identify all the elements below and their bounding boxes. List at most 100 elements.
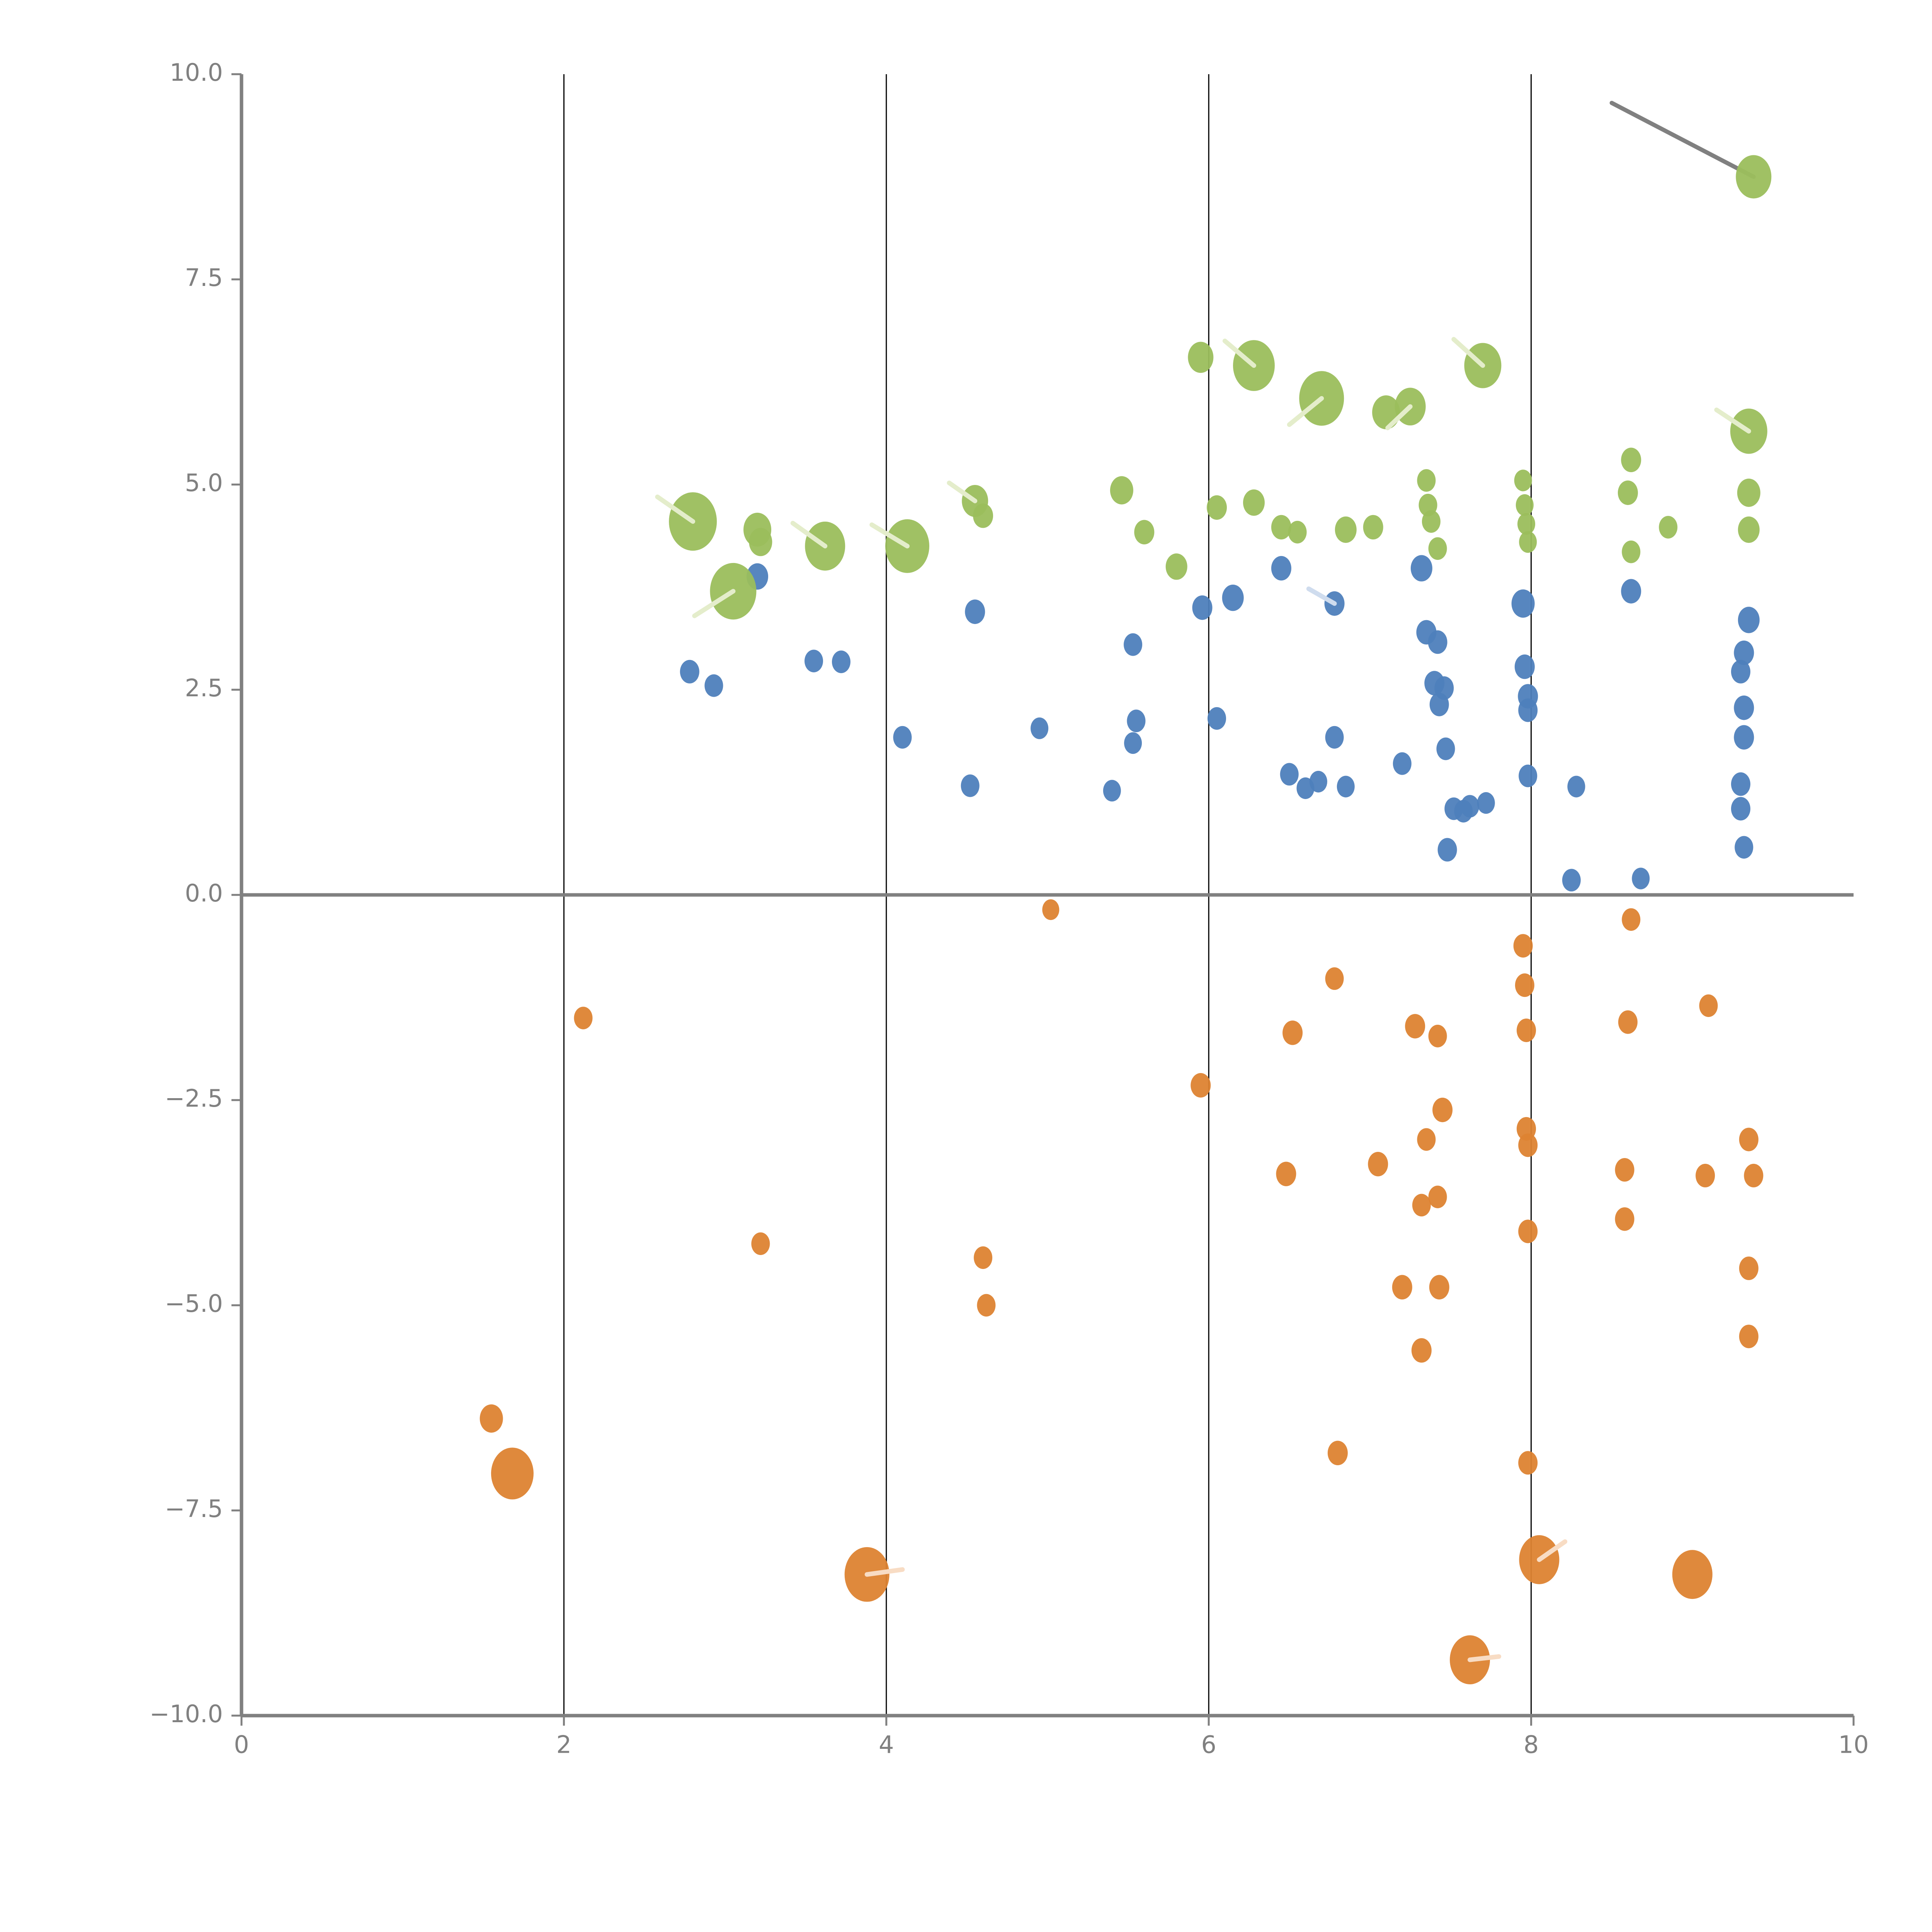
data-point-orange — [1327, 1440, 1348, 1466]
x-tick-label: 4 — [879, 1730, 894, 1759]
data-point-blue — [832, 650, 850, 673]
y-tick-label: 0.0 — [185, 879, 223, 907]
data-point-blue — [1734, 725, 1754, 750]
point-leader-line — [1468, 1654, 1502, 1662]
data-point-blue — [1514, 654, 1535, 679]
data-point-orange — [1739, 1325, 1759, 1349]
data-point-blue — [1731, 797, 1750, 821]
data-point-green — [1659, 516, 1678, 539]
point-leader-line — [1714, 407, 1751, 434]
x-tick-label: 10 — [1838, 1730, 1869, 1759]
data-point-orange — [1428, 1025, 1447, 1048]
data-point-blue — [1621, 579, 1641, 604]
data-point-orange — [1518, 1133, 1538, 1157]
data-point-green — [1738, 516, 1760, 543]
data-point-blue — [1208, 707, 1226, 730]
data-point-orange — [1417, 1128, 1436, 1151]
annotation-leader-line — [1609, 100, 1756, 179]
data-point-orange — [1699, 994, 1718, 1017]
data-point-green — [1514, 469, 1532, 492]
data-point-blue — [704, 674, 723, 697]
x-tick-label: 6 — [1201, 1730, 1216, 1759]
data-point-orange — [1042, 899, 1060, 920]
data-point-orange — [751, 1232, 770, 1255]
data-point-orange — [1429, 1275, 1449, 1299]
point-leader-line — [692, 589, 736, 618]
data-point-blue — [1734, 696, 1754, 720]
data-point-blue — [680, 660, 699, 684]
data-point-blue — [1103, 780, 1121, 802]
data-point-green — [1737, 478, 1760, 507]
data-point-orange — [1368, 1151, 1388, 1177]
point-leader-line — [1306, 586, 1337, 606]
data-point-orange — [1618, 1010, 1638, 1034]
data-point-blue — [1731, 772, 1750, 796]
data-point-green — [1622, 540, 1641, 563]
data-point-orange — [1515, 973, 1534, 997]
data-point-orange — [1744, 1163, 1764, 1187]
data-point-blue — [804, 650, 823, 672]
y-tick-label: 7.5 — [185, 264, 223, 292]
data-point-blue — [1436, 737, 1455, 760]
data-point-green — [1736, 155, 1772, 199]
data-point-orange — [1190, 1073, 1211, 1098]
data-point-blue — [1511, 589, 1535, 618]
data-point-blue — [1124, 633, 1143, 656]
data-point-green — [1165, 553, 1187, 580]
data-point-green — [1207, 495, 1227, 520]
data-point-green — [1188, 342, 1214, 373]
data-point-orange — [974, 1246, 993, 1269]
data-point-blue — [1477, 792, 1495, 814]
data-point-orange — [1325, 967, 1344, 990]
data-point-blue — [1280, 763, 1299, 786]
data-point-blue — [1393, 752, 1412, 775]
data-point-blue — [1567, 776, 1585, 798]
data-point-orange — [480, 1404, 503, 1433]
data-point-blue — [1731, 660, 1750, 684]
data-point-blue — [1519, 764, 1537, 787]
x-tick-label: 8 — [1524, 1730, 1539, 1759]
outlier-annotation-line — [1609, 100, 1756, 179]
data-point-orange — [1428, 1185, 1447, 1208]
data-point-orange — [1405, 1014, 1425, 1039]
data-point-orange — [491, 1447, 534, 1500]
data-point-orange — [977, 1294, 996, 1317]
data-point-orange — [574, 1007, 593, 1029]
data-point-blue — [1325, 726, 1344, 749]
data-point-blue — [1337, 776, 1355, 798]
data-point-blue — [1124, 732, 1142, 754]
y-axis-tick-labels: 10.0 7.5 5.0 2.5 0.0 −2.5 −5.0 −7.5 −10.0 — [150, 58, 223, 1728]
data-point-green — [1422, 510, 1440, 533]
axis-ticks — [231, 73, 1855, 1726]
data-point-green — [1417, 469, 1436, 492]
data-point-green — [1271, 515, 1291, 540]
data-point-blue — [961, 774, 980, 797]
data-point-green — [1243, 489, 1265, 516]
x-tick-label: 2 — [556, 1730, 571, 1759]
data-point-blue — [1434, 676, 1454, 700]
data-point-blue — [1192, 595, 1213, 620]
point-leader-line — [1222, 338, 1257, 368]
data-point-orange — [1282, 1020, 1303, 1045]
data-point-blue — [965, 599, 985, 624]
data-point-orange — [1513, 934, 1533, 958]
data-point-orange — [1392, 1275, 1412, 1299]
data-point-orange — [1411, 1338, 1432, 1363]
data-point-green — [1363, 515, 1383, 540]
data-point-orange — [1518, 1451, 1538, 1475]
point-leader-line — [1385, 404, 1413, 430]
x-tick-label: 0 — [234, 1730, 249, 1759]
y-tick-label: −5.0 — [165, 1289, 223, 1318]
data-point-blue — [1632, 867, 1650, 889]
y-tick-label: 2.5 — [185, 674, 223, 702]
data-point-green — [1515, 494, 1534, 516]
data-point-orange — [1615, 1207, 1634, 1231]
data-point-green — [1288, 520, 1307, 544]
data-point-blue — [1437, 838, 1457, 862]
data-point-green — [1621, 447, 1641, 472]
data-point-orange — [1672, 1550, 1713, 1599]
point-leader-line — [1287, 396, 1324, 427]
